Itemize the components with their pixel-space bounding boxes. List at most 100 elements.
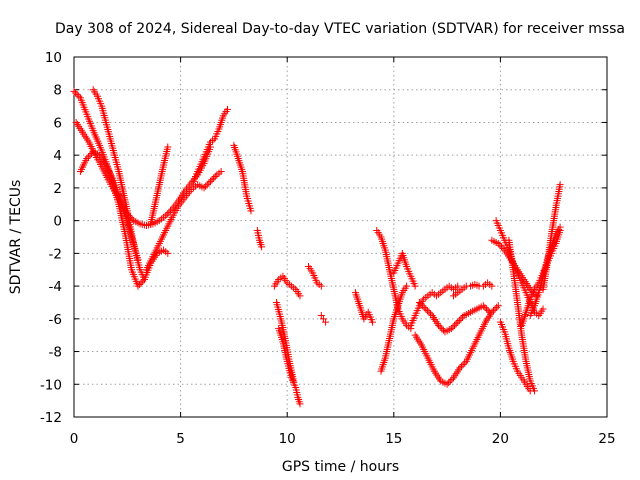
data-point [403,282,411,290]
data-point [134,282,142,290]
data-point [422,305,430,313]
data-point [203,181,211,189]
y-tick-label: 0 [53,214,62,230]
data-point [88,150,96,158]
y-tick-label: 10 [45,50,62,66]
y-tick-label: 8 [53,83,62,99]
data-point [210,174,218,182]
x-tick-label: 0 [70,431,79,447]
data-point [452,320,460,328]
data-point [493,303,501,311]
data-point [459,361,467,369]
data-point [459,313,467,321]
data-point [486,308,494,316]
data-point [136,280,144,288]
data-point [556,181,564,189]
data-point [208,176,216,184]
plot-frame [73,56,608,418]
data-point [83,154,91,162]
data-point [420,303,428,311]
data-point [526,387,534,395]
data-point [206,177,214,185]
data-point [296,400,304,408]
data-point [417,300,425,308]
data-point [454,282,462,290]
y-tick-label: -10 [40,377,62,393]
data-point [539,305,547,313]
data-point [484,307,492,315]
x-tick-label: 10 [279,431,296,447]
data-point [443,380,451,388]
data-point [419,302,427,310]
data-point [217,168,225,176]
data-point [436,323,444,331]
y-tick-label: 4 [53,148,62,164]
data-point [322,318,330,326]
data-point [290,377,298,385]
gridlines [74,57,607,417]
y-tick-label: 6 [53,115,62,131]
data-point [70,87,78,95]
data-point [415,298,423,306]
data-point [481,303,489,311]
data-point [411,282,419,290]
data-point [455,316,463,324]
data-point [73,91,81,99]
data-point [496,241,504,249]
y-axis-label: SDTVAR / TECUs [8,180,24,295]
y-tick-label: -8 [49,345,62,361]
data-point [205,179,213,187]
data-point [368,318,376,326]
data-point [445,379,453,387]
data-point [457,315,465,323]
data-point [479,302,487,310]
data-point [202,182,210,190]
data-point [499,244,507,252]
x-tick-label: 20 [492,431,509,447]
data-point [224,105,232,113]
data-point [494,302,502,310]
x-axis-label: GPS time / hours [282,459,399,475]
data-point [438,325,446,333]
data-point [164,143,172,151]
data-point [491,305,499,313]
data-markers [70,86,564,408]
data-point [84,153,92,161]
data-point [200,184,208,192]
data-point [488,282,496,290]
data-point [164,249,172,257]
data-point [439,326,447,334]
data-point [449,323,457,331]
chart-title: Day 308 of 2024, Sidereal Day-to-day VTE… [55,21,625,37]
data-point [494,240,502,248]
y-tick-label: -6 [49,312,62,328]
data-point [451,321,459,329]
y-tick-label: -4 [49,279,62,295]
data-point [137,279,145,287]
data-point [211,172,219,180]
data-point [247,207,255,215]
data-point [75,92,83,100]
data-point [162,212,170,220]
axis-ticks: 0 5 10 15 20 25 -12 -10 -8 -6 -4 -2 0 2 4 6 8 10 [40,50,616,447]
data-point [163,210,171,218]
data-point [72,89,80,97]
data-point [140,276,148,284]
data-point [427,310,435,318]
data-point [556,223,564,231]
data-point [423,307,431,315]
data-point [317,282,325,290]
y-tick-label: -12 [40,410,62,426]
data-point [448,375,456,383]
data-point [446,377,454,385]
data-point [435,321,443,329]
data-point [454,318,462,326]
data-point [457,362,465,370]
data-point [86,151,94,159]
data-point [139,277,147,285]
data-point [425,308,433,316]
data-point [497,243,505,251]
data-point [296,292,304,300]
y-tick-label: 2 [53,181,62,197]
x-tick-label: 15 [385,431,402,447]
